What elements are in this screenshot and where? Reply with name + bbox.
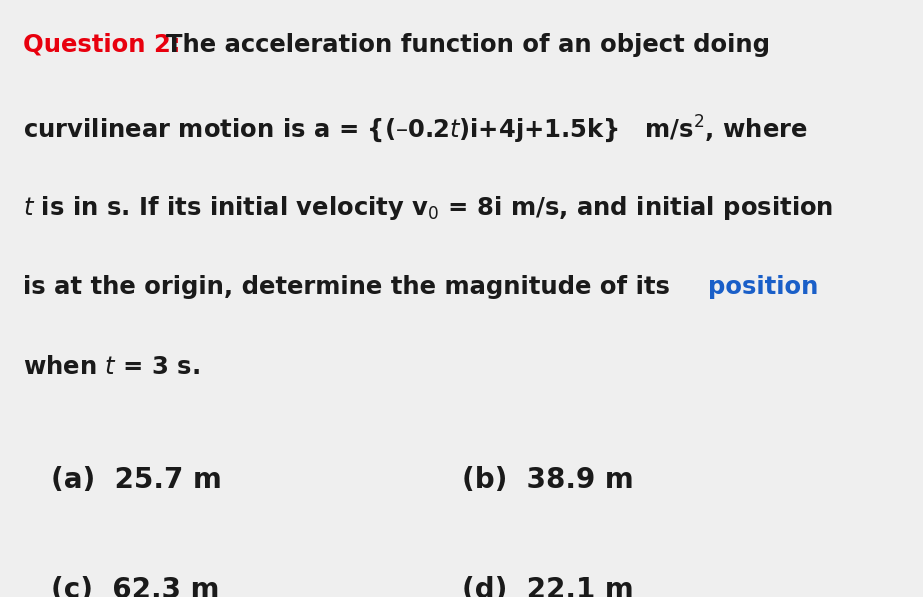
Text: The acceleration function of an object doing: The acceleration function of an object d… xyxy=(166,33,770,57)
Text: (d)  22.1 m: (d) 22.1 m xyxy=(462,576,633,597)
Text: (a)  25.7 m: (a) 25.7 m xyxy=(51,466,222,494)
Text: (c)  62.3 m: (c) 62.3 m xyxy=(51,576,220,597)
Text: Question 2:: Question 2: xyxy=(23,33,181,57)
Text: curvilinear motion is $\mathbf{a}$ = {(–0.2$\mathit{t}$)$\mathbf{i}$+4$\mathbf{j: curvilinear motion is $\mathbf{a}$ = {(–… xyxy=(23,113,808,145)
Text: (b)  38.9 m: (b) 38.9 m xyxy=(462,466,633,494)
Text: when $\mathit{t}$ = 3 s.: when $\mathit{t}$ = 3 s. xyxy=(23,355,200,379)
Text: position: position xyxy=(708,275,819,298)
Text: $\mathit{t}$ is in s. If its initial velocity $\mathbf{v}_0$ = 8$\mathbf{i}$ m/s: $\mathit{t}$ is in s. If its initial vel… xyxy=(23,194,833,222)
Text: is at the origin, determine the magnitude of its: is at the origin, determine the magnitud… xyxy=(23,275,678,298)
